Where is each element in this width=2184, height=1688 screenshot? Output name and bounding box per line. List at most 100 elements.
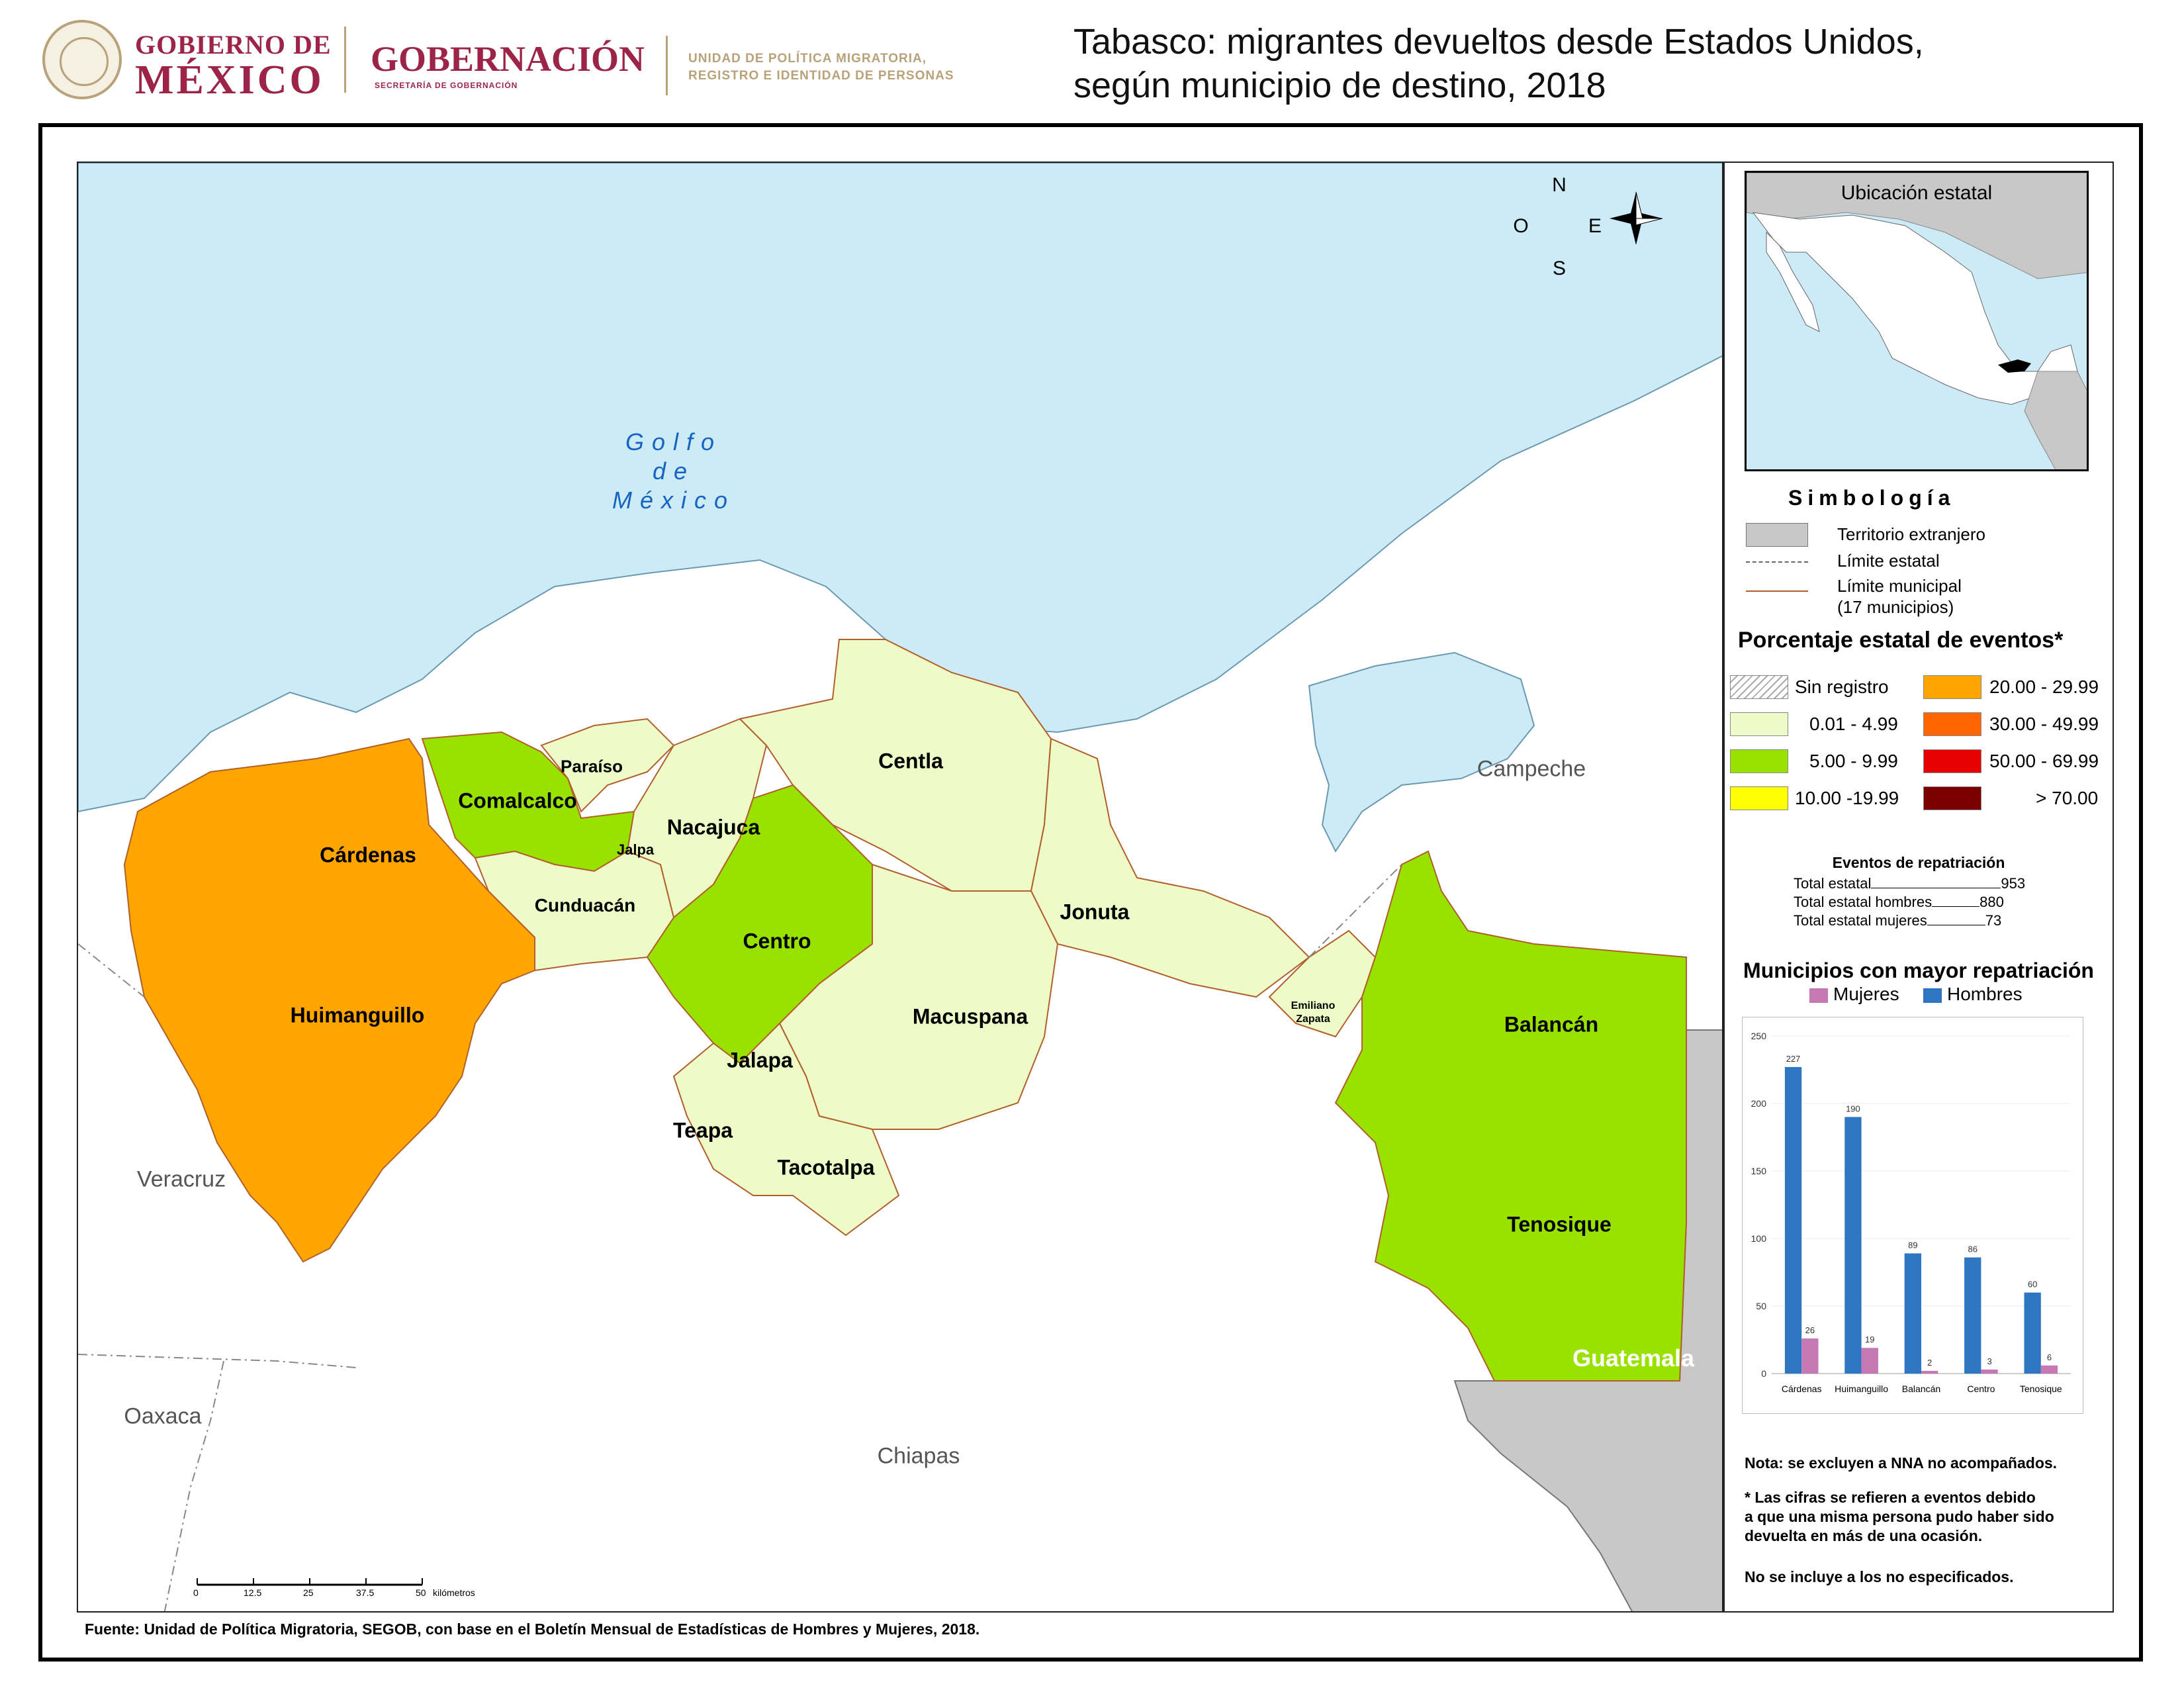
municipio-label: Huimanguillo <box>290 1003 425 1027</box>
region-jalapa-teapa-tacotalpa <box>672 1022 900 1237</box>
municipio-label: Balancán <box>1504 1012 1599 1037</box>
events-label: Total estatal <box>1794 875 1872 892</box>
events-row: Total estatal 953 <box>1794 875 2025 892</box>
municipio-label: Emiliano Zapata <box>1291 1000 1336 1025</box>
compass-rose-icon <box>1610 191 1663 245</box>
class-swatch <box>1923 675 1981 699</box>
class-label: 20.00 - 29.99 <box>1989 677 2099 697</box>
main-map: Golfo de México N S E O Campeche Veracru… <box>77 162 1723 1613</box>
y-tick-label: 250 <box>1751 1031 1767 1041</box>
data-label: 89 <box>1908 1240 1917 1250</box>
unidad-line: REGISTRO E IDENTIDAD DE PERSONAS <box>688 69 954 83</box>
bar-hombres <box>1964 1257 1981 1374</box>
state-limit-symbol <box>1746 561 1808 563</box>
data-label: 190 <box>1846 1103 1860 1113</box>
events-label: Total estatal hombres <box>1794 894 1933 910</box>
bar-chart-svg: 05010015020025022726Cárdenas19019Huimang… <box>1751 1031 2071 1394</box>
bar-hombres <box>1784 1066 1802 1374</box>
class-swatch <box>1730 786 1788 810</box>
scale-tick-label: 37.5 <box>356 1587 375 1598</box>
scale-tick-label: 25 <box>303 1587 314 1598</box>
class-label: Sin registro <box>1795 677 1889 697</box>
municipio-label: Comalcalco <box>458 788 577 813</box>
bar-mujeres <box>1861 1348 1878 1374</box>
municipio-label: Centla <box>878 749 943 773</box>
unidad-line: UNIDAD DE POLÍTICA MIGRATORIA, <box>688 52 927 66</box>
simbologia-title: Simbología <box>1788 486 1956 510</box>
municipio-label: Cunduacán <box>534 895 636 915</box>
legend-foreign-label: Territorio extranjero <box>1837 524 1985 544</box>
state-limit-line <box>1308 864 1402 958</box>
bar-mujeres <box>1801 1338 1819 1374</box>
data-label: 6 <box>2047 1352 2052 1362</box>
unidad-name: UNIDAD DE POLÍTICA MIGRATORIA, REGISTRO … <box>688 50 954 85</box>
tabasco-location <box>1998 359 2031 373</box>
region-macuspana <box>778 863 1059 1130</box>
y-tick-label: 50 <box>1756 1301 1766 1311</box>
legend-state-limit-label: Límite estatal <box>1837 551 1940 571</box>
bar-hombres <box>1904 1253 1921 1374</box>
foreign-swatch <box>1746 523 1808 547</box>
compass-south: S <box>1552 258 1567 279</box>
note-line: devuelta en más de una ocasión. <box>1745 1527 1983 1544</box>
events-value: 73 <box>1985 912 2002 929</box>
class-swatch-sin-registro <box>1730 675 1788 699</box>
class-label: 30.00 - 49.99 <box>1989 714 2099 734</box>
gobernacion-logo: GOBERNACIÓN <box>371 39 645 79</box>
municipio-label: Nacajuca <box>666 815 760 839</box>
data-label: 26 <box>1805 1325 1815 1335</box>
municipio-label: Cárdenas <box>320 843 416 867</box>
page-title: Tabasco: migrantes devueltos desde Estad… <box>1073 20 1924 107</box>
inset-map-svg <box>1747 173 2087 469</box>
scale-bar <box>197 1578 423 1586</box>
municipio-label: Jalapa <box>727 1048 793 1072</box>
category-label: Huimanguillo <box>1835 1383 1888 1394</box>
legend-series-name: Hombres <box>1947 984 2023 1004</box>
compass-west: O <box>1513 215 1529 237</box>
municipio-label: Centro <box>743 929 811 953</box>
y-tick-label: 150 <box>1751 1166 1767 1176</box>
municipio-label: Paraíso <box>561 756 623 776</box>
note-nna: Nota: se excluyen a NNA no acompañados. <box>1745 1454 2058 1472</box>
state-limit-line <box>78 1354 357 1368</box>
class-swatch <box>1923 712 1981 736</box>
category-label: Tenosique <box>2020 1383 2062 1394</box>
source-note: Fuente: Unidad de Política Migratoria, S… <box>85 1620 980 1638</box>
data-label: 2 <box>1927 1358 1932 1368</box>
bar-mujeres <box>1981 1369 1998 1374</box>
note-line: a que una misma persona pudo haber sido <box>1745 1508 2054 1525</box>
region-oaxaca: Oaxaca <box>124 1403 202 1429</box>
legend-series-name: Mujeres <box>1833 984 1899 1004</box>
class-label: 5.00 - 9.99 <box>1809 751 1898 771</box>
bar-mujeres <box>1921 1370 1938 1374</box>
chart-title: Municipios con mayor repatriación <box>1743 959 2094 982</box>
note-unspecified: No se incluye a los no especificados. <box>1745 1568 2014 1585</box>
chart-legend-hombres: Hombres <box>1923 984 2023 1005</box>
municipio-label: Jonuta <box>1060 900 1130 924</box>
municipio-label: Teapa <box>672 1118 733 1143</box>
gulf-label: Golfo de México <box>612 428 735 515</box>
percentage-legend-title: Porcentaje estatal de eventos* <box>1738 628 2064 653</box>
title-line: Tabasco: migrantes devueltos desde Estad… <box>1073 22 1924 62</box>
municipio-label: Tenosique <box>1507 1212 1612 1237</box>
gulf-line: México <box>612 487 736 514</box>
events-value: 953 <box>2001 875 2026 892</box>
central-america <box>2024 371 2087 469</box>
header-divider <box>666 36 668 95</box>
y-tick-label: 0 <box>1761 1368 1766 1379</box>
class-label: 10.00 -19.99 <box>1795 788 1899 808</box>
map-svg <box>78 163 1722 1611</box>
events-row: Total estatal hombres 880 <box>1794 894 2004 911</box>
region-guatemala: Guatemala <box>1572 1344 1695 1372</box>
region-jonuta <box>1030 737 1310 998</box>
national-seal-icon <box>42 20 122 99</box>
data-label: 227 <box>1786 1054 1801 1064</box>
compass-east: E <box>1588 215 1602 237</box>
data-label: 3 <box>1987 1356 1991 1366</box>
baja-california <box>1766 231 1820 332</box>
events-value: 880 <box>1979 894 2004 910</box>
municipio-label: Macuspana <box>912 1004 1028 1029</box>
class-label: > 70.00 <box>2036 788 2099 808</box>
gulf-line: de <box>652 457 696 485</box>
bar-mujeres <box>2040 1365 2058 1374</box>
